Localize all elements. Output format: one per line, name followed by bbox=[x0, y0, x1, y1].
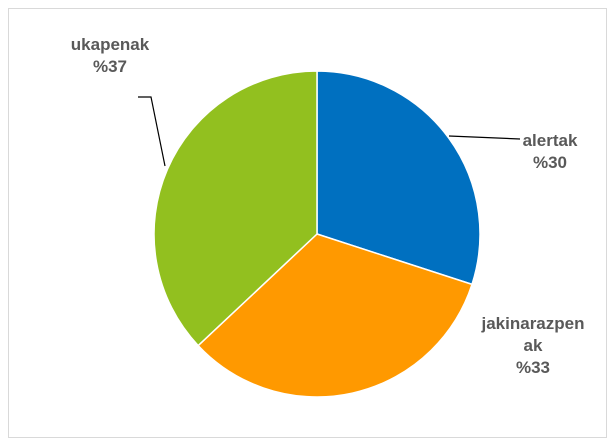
data-label-line: ukapenak bbox=[71, 35, 150, 54]
data-label-line: %30 bbox=[533, 153, 567, 172]
pie-slice-ukapenak bbox=[153, 70, 318, 347]
data-label-jakinarazpenak: jakinarazpen ak %33 bbox=[481, 314, 585, 377]
leader-line-ukapenak bbox=[138, 96, 166, 167]
data-label-line: alertak bbox=[523, 131, 578, 150]
data-label-ukapenak: ukapenak %37 bbox=[71, 35, 150, 76]
data-label-alertak: alertak %30 bbox=[523, 131, 578, 172]
pie-slice-jakinarazpenak bbox=[197, 233, 473, 398]
leader-line-alertak bbox=[448, 135, 521, 140]
data-label-line: %37 bbox=[93, 57, 127, 76]
data-label-line: %33 bbox=[516, 358, 550, 377]
pie-slice-alertak bbox=[316, 70, 481, 286]
data-label-line: jakinarazpen bbox=[481, 314, 585, 333]
data-label-line: ak bbox=[524, 336, 543, 355]
